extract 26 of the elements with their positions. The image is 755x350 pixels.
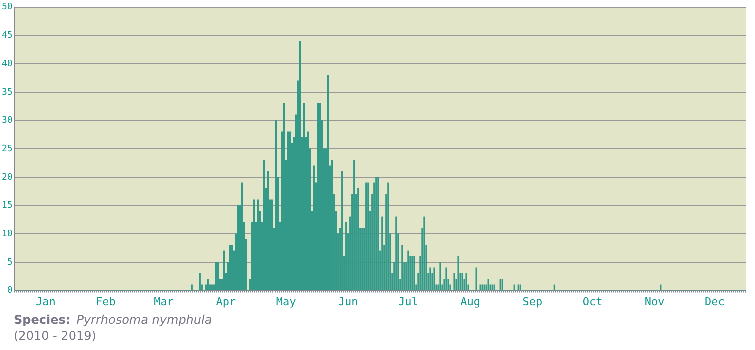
y-tick-label: 20 <box>2 172 13 183</box>
y-tick-label: 50 <box>2 2 13 13</box>
x-tick-label: Jun <box>338 295 358 308</box>
y-tick-label: 10 <box>2 229 13 240</box>
y-tick-label: 40 <box>2 59 13 70</box>
y-tick-label: 25 <box>2 144 13 154</box>
y-tick-label: 45 <box>2 31 13 42</box>
x-tick-label: Apr <box>216 295 236 308</box>
x-tick-label: Sep <box>522 295 543 308</box>
y-tick-label: 15 <box>2 201 13 212</box>
y-tick-label: 35 <box>2 88 13 98</box>
x-tick-label: Mar <box>154 295 174 308</box>
text: Pyrrhosoma nymphula <box>76 313 212 327</box>
x-tick-label: Oct <box>582 295 603 308</box>
x-tick-label: Jan <box>36 295 56 308</box>
y-tick-label: 30 <box>2 116 13 126</box>
x-tick-label: Jul <box>398 295 418 308</box>
x-tick-label: Feb <box>96 295 116 308</box>
x-tick-label: May <box>276 295 297 308</box>
text: (2010 - 2019) <box>14 329 96 343</box>
text: Species: <box>14 313 71 327</box>
y-tick-label: 5 <box>7 258 13 268</box>
x-tick-label: Nov <box>644 295 666 308</box>
y-tick-label: 0 <box>7 286 13 296</box>
x-tick-label: Aug <box>460 295 480 308</box>
x-tick-label: Dec <box>705 295 725 308</box>
